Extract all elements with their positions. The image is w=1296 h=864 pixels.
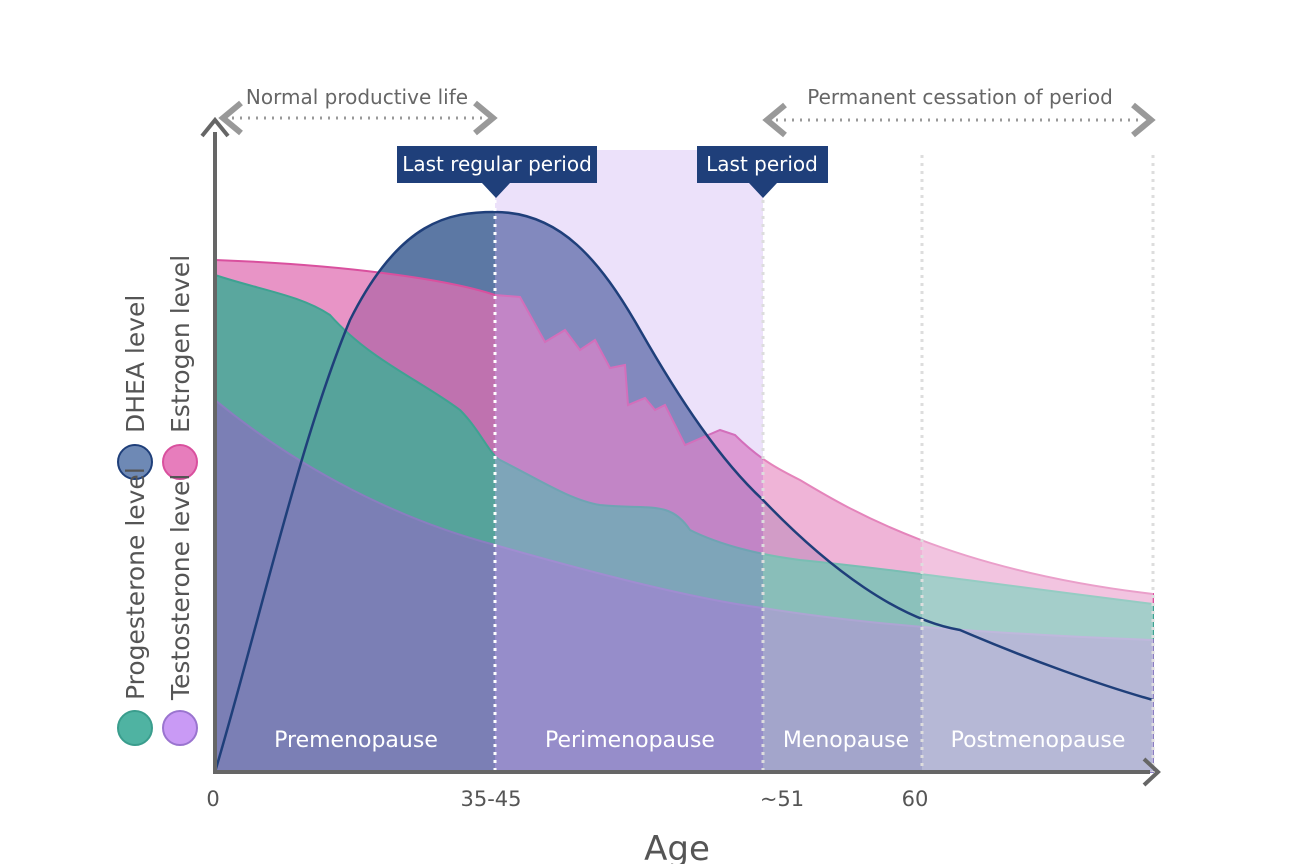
postmenopause-tint: [922, 150, 1153, 772]
legend-label: DHEA level: [121, 295, 150, 433]
legend-swatch: [117, 444, 153, 480]
x-arrow: [1142, 757, 1161, 787]
dividers: [493, 155, 1155, 772]
x-axis-title: Age: [644, 829, 710, 864]
x-label: ~51: [760, 787, 804, 811]
marker-box: [397, 146, 597, 198]
testosterone-area: [214, 397, 1154, 773]
dhea-line: [213, 210, 1154, 773]
legend-swatch: [162, 444, 198, 480]
legend-swatch: [162, 710, 198, 746]
phase-label: Premenopause: [274, 728, 438, 753]
x-label: 0: [206, 787, 219, 811]
legend-label: Testosterone level: [166, 474, 195, 701]
legend-label: Estrogen level: [166, 255, 195, 433]
legend-swatch: [117, 710, 153, 746]
annotation: Permanent cessation of period: [807, 85, 1113, 109]
menopause-tint: [763, 150, 922, 772]
marker-label: Last regular period: [402, 152, 592, 176]
perimenopause-tint: [495, 150, 763, 772]
x-label: 60: [902, 787, 929, 811]
annotation: Normal productive life: [246, 85, 468, 109]
phase-label: Postmenopause: [951, 728, 1126, 753]
legend-label: Progesterone level: [121, 467, 150, 700]
marker-label: Last period: [706, 152, 818, 176]
phase-label: Menopause: [783, 728, 909, 753]
phase-label: Perimenopause: [545, 728, 715, 753]
marker-box: [697, 146, 828, 198]
x-label: 35-45: [460, 787, 521, 811]
